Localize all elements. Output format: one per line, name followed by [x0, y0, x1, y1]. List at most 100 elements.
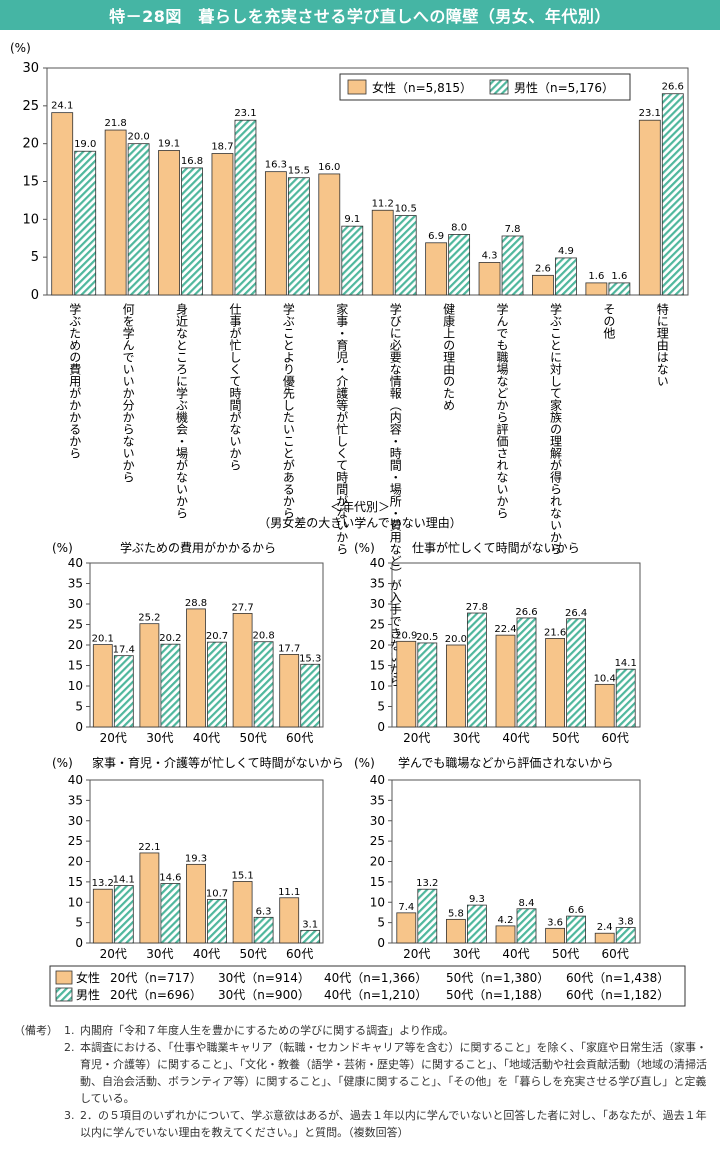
data-label: 16.0 — [318, 162, 340, 173]
age-label: 20代 — [100, 731, 127, 745]
legend-entry-female: 30代（n=914） — [218, 971, 310, 985]
data-label: 2.4 — [597, 922, 613, 933]
male-bar — [566, 915, 586, 944]
charts-canvas: (%) 0 5 10 15 20 25 30 24.1 19.0 学ぶための費用がかかるから 21.8… — [10, 41, 689, 1007]
data-label: 4.3 — [482, 250, 498, 261]
data-label: 9.3 — [469, 894, 485, 905]
category-label: 学ぶための費用がかかるから — [68, 302, 82, 459]
data-label: 22.4 — [494, 624, 516, 635]
category-label: 家事・育児・介護等が忙しくて時間がないから — [335, 302, 349, 555]
note-3: 3. 2．の５項目のいずれかについて、学ぶ意欲はあるが、過去１年以内に学んでいな… — [14, 1107, 714, 1141]
data-label: 20.0 — [445, 634, 467, 645]
panel-y-tick-label: 15 — [68, 659, 83, 673]
data-label: 6.3 — [256, 906, 272, 917]
female-bar — [545, 927, 565, 944]
category-label: 特に理由はない — [655, 302, 669, 387]
male-bar — [417, 642, 438, 728]
data-label: 4.2 — [498, 915, 514, 926]
data-label: 13.2 — [92, 878, 114, 889]
male-bar — [516, 908, 537, 944]
female-bar — [594, 683, 615, 728]
data-label: 25.2 — [138, 613, 160, 624]
data-label: 26.4 — [565, 608, 587, 619]
age-label: 60代 — [602, 947, 629, 961]
age-section-subheading: （男女差の大きい学んでいない理由） — [258, 515, 461, 530]
data-label: 19.0 — [74, 139, 96, 150]
age-label: 40代 — [502, 731, 529, 745]
male-bar — [615, 927, 636, 944]
data-label: 20.8 — [252, 631, 274, 642]
data-label: 23.1 — [234, 108, 256, 119]
panel-y-tick-label: 0 — [377, 720, 385, 734]
bottom-legend-label-male: 男性 — [76, 988, 100, 1002]
data-label: 21.8 — [104, 118, 126, 129]
legend-entry-male: 30代（n=900） — [218, 988, 310, 1002]
female-bar — [396, 640, 417, 728]
panel-y-tick-label: 5 — [377, 916, 385, 930]
age-section-heading: ＜年代別＞ — [330, 500, 390, 514]
legend-entry-female: 50代（n=1,380） — [446, 971, 549, 985]
data-label: 26.6 — [515, 607, 537, 618]
male-bar — [207, 641, 227, 728]
male-bar — [160, 643, 181, 728]
data-label: 14.6 — [159, 873, 181, 884]
note-text: 2．の５項目のいずれかについて、学ぶ意欲はあるが、過去１年以内に学んでいないと回… — [80, 1109, 707, 1139]
age-label: 30代 — [453, 947, 480, 961]
data-label: 13.2 — [416, 878, 438, 889]
data-label: 17.7 — [278, 643, 300, 654]
data-label: 20.2 — [159, 633, 181, 644]
male-bar — [287, 177, 310, 296]
data-label: 20.9 — [395, 630, 417, 641]
female-bar — [532, 274, 554, 296]
data-label: 2.6 — [535, 263, 551, 274]
female-bar — [92, 644, 113, 728]
legend-swatch-male — [489, 79, 509, 95]
female-bar — [495, 634, 516, 728]
panel-y-tick-label: 30 — [68, 597, 83, 611]
female-bar — [92, 888, 113, 944]
panel-y-unit: (%) — [354, 541, 375, 555]
data-label: 11.1 — [278, 887, 300, 898]
legend-entry-male: 60代（n=1,182） — [566, 988, 669, 1002]
panel-y-tick-label: 35 — [370, 793, 385, 807]
panel-y-tick-label: 0 — [75, 720, 83, 734]
panel-y-tick-label: 15 — [68, 875, 83, 889]
data-label: 8.4 — [519, 898, 535, 909]
legend-swatch-female — [347, 79, 367, 95]
female-bar — [232, 613, 253, 728]
female-bar — [585, 282, 608, 296]
data-label: 28.8 — [185, 598, 207, 609]
data-label: 10.7 — [206, 888, 228, 899]
data-label: 3.1 — [302, 919, 318, 930]
notes-head: （備考） — [14, 1024, 58, 1037]
note-number: 2. — [64, 1041, 75, 1054]
data-label: 15.5 — [288, 166, 310, 177]
bottom-legend-label-female: 女性 — [76, 970, 100, 985]
female-bar — [186, 863, 206, 944]
age-label: 40代 — [502, 947, 529, 961]
panel-y-unit: (%) — [354, 756, 375, 770]
age-label: 60代 — [286, 731, 313, 745]
data-label: 11.2 — [372, 198, 394, 209]
panel-title: 家事・育児・介護等が忙しくて時間がないから — [92, 755, 344, 770]
data-label: 16.8 — [181, 156, 203, 167]
age-label: 50代 — [552, 731, 579, 745]
female-bar — [186, 608, 206, 728]
female-bar — [279, 897, 300, 944]
panel-y-tick-label: 0 — [377, 936, 385, 950]
male-bar — [181, 167, 203, 296]
category-label: 学びに必要な情報（内容・時間・場所・費用など）が入手できないから — [388, 302, 402, 687]
data-label: 19.1 — [158, 138, 180, 149]
data-label: 10.4 — [594, 673, 616, 684]
male-bar — [300, 663, 321, 728]
male-bar — [516, 617, 537, 728]
male-bar — [160, 883, 181, 944]
female-bar — [264, 171, 287, 296]
female-bar — [396, 912, 417, 944]
age-label: 30代 — [146, 731, 173, 745]
female-bar — [139, 852, 160, 944]
data-label: 6.9 — [428, 231, 444, 242]
category-label: 身近なところに学ぶ機会・場がないから — [175, 302, 189, 519]
panel-title: 学んでも職場などから評価されないから — [398, 755, 613, 770]
data-label: 24.1 — [51, 101, 73, 112]
